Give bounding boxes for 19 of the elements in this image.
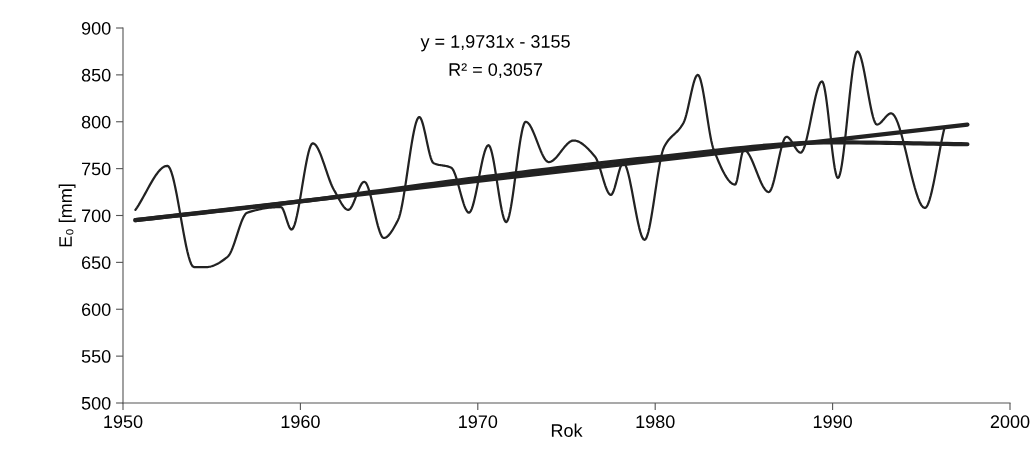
x-tick-label: 1970 bbox=[459, 415, 498, 429]
x-tick-label: 1990 bbox=[813, 415, 852, 429]
annotation: R² = 0,3057 bbox=[449, 63, 543, 79]
x-tick-label: 1950 bbox=[104, 415, 143, 429]
y-tick-label: 600 bbox=[81, 303, 111, 316]
x-tick-label: 1980 bbox=[636, 415, 675, 429]
y-tick-label: 650 bbox=[81, 256, 111, 270]
y-tick-label: 700 bbox=[82, 209, 111, 223]
y-tick-label: 550 bbox=[81, 350, 111, 363]
x-tick-label: 1960 bbox=[281, 415, 320, 429]
annotation: y = 1,9731x - 3155 bbox=[420, 35, 570, 52]
y-axis-title: E₀ [mm] bbox=[58, 184, 76, 247]
y-tick-label: 850 bbox=[81, 68, 111, 82]
y-tick-label: 800 bbox=[81, 115, 111, 129]
y-tick-label: 750 bbox=[82, 162, 111, 176]
y-tick-label: 500 bbox=[81, 396, 111, 410]
x-axis-title: Rok bbox=[551, 423, 583, 437]
y-tick-label: 900 bbox=[81, 21, 111, 35]
x-tick-label: 2000 bbox=[990, 415, 1030, 429]
